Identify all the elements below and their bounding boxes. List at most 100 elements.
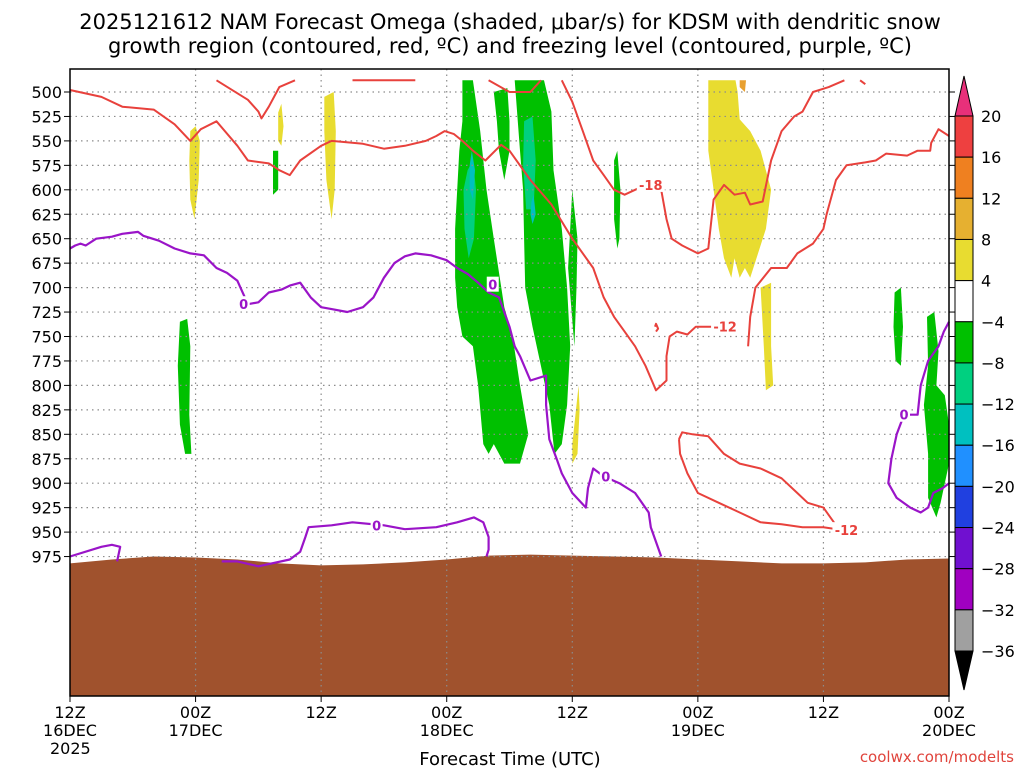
contour-label-3: 0 (239, 298, 248, 313)
freezing-contour-1 (69, 543, 122, 562)
dendritic-contour-m18-4 (215, 79, 296, 120)
contour-label-bg-1 (711, 318, 740, 334)
omega-shade-region-1 (278, 103, 284, 146)
dendritic-contour-m12-1 (747, 128, 950, 347)
colorbar-bottom-arrow (954, 650, 974, 691)
colorbar-box-11 (954, 568, 974, 611)
colorbar-box-9 (954, 485, 974, 529)
y-tick-label-775: 775 (31, 352, 62, 371)
colorbar-label-7: −12 (981, 395, 1015, 414)
colorbar-label-2: 12 (981, 189, 1001, 208)
y-tick-label-575: 575 (31, 156, 62, 175)
omega-shade-region-2 (324, 92, 336, 220)
colorbar-box-4 (954, 280, 974, 323)
x-axis-label: Forecast Time (UTC) (419, 749, 600, 768)
contour-label-0: -18 (639, 179, 663, 194)
plot-frame (69, 68, 950, 697)
colorbar-box-5 (954, 321, 974, 364)
omega-shade-region-14 (893, 287, 903, 366)
y-tick-label-550: 550 (31, 132, 62, 151)
x-tick-label-time-2: 12Z (305, 703, 336, 722)
freezing-contour-2 (221, 516, 490, 568)
omega-shade-region-4 (708, 80, 772, 278)
colorbar-label-11: −28 (981, 560, 1015, 579)
colorbar-label-3: 8 (981, 230, 991, 249)
omega-shade-region-8 (177, 318, 192, 454)
contour-label-bg-0 (636, 176, 665, 192)
y-tick-label-750: 750 (31, 328, 62, 347)
omega-shade-region-7 (273, 150, 279, 195)
colorbar-label-4: 4 (981, 272, 991, 291)
y-tick-label-850: 850 (31, 425, 62, 444)
x-tick-label-time-6: 12Z (808, 703, 839, 722)
contour-label-bg-3 (237, 296, 250, 312)
y-tick-label-900: 900 (31, 474, 62, 493)
contour-label-5: 0 (601, 470, 610, 485)
colorbar-label-6: −8 (981, 354, 1005, 373)
omega-shade-region-17 (523, 116, 536, 210)
contour-label-bg-2 (832, 522, 861, 538)
colorbar-label-0: 20 (981, 107, 1001, 126)
omega-shade-region-15 (923, 312, 949, 518)
y-tick-label-975: 975 (31, 548, 62, 567)
freezing-contour-0 (69, 230, 663, 557)
y-tick-label-725: 725 (31, 303, 62, 322)
colorbar-box-6 (954, 362, 974, 405)
dendritic-contour-m12-3 (654, 322, 660, 333)
y-tick-label-625: 625 (31, 205, 62, 224)
x-tick-label-time-3: 00Z (431, 703, 462, 722)
contour-label-7: 0 (899, 409, 908, 424)
x-tick-label-date-3: 18DEC (420, 721, 474, 740)
y-tick-label-800: 800 (31, 376, 62, 395)
colorbar-label-1: 16 (981, 148, 1001, 167)
x-tick-label-time-1: 00Z (180, 703, 211, 722)
y-tick-label-925: 925 (31, 499, 62, 518)
omega-shade-region-10 (493, 88, 510, 180)
omega-shade-region-19 (530, 194, 536, 224)
x-tick-label-time-0: 12Z (54, 703, 85, 722)
contour-label-4: 0 (488, 279, 497, 294)
x-tick-label-time-4: 12Z (557, 703, 588, 722)
dendritic-contour-m12-0 (69, 89, 713, 392)
colorbar-label-12: −32 (981, 601, 1015, 620)
x-tick-label-date-5: 19DEC (671, 721, 725, 740)
chart-title-line-2: growth region (contoured, red, ºC) and f… (108, 34, 912, 58)
colorbar-box-0 (954, 115, 974, 158)
x-tick-label-date-0: 16DEC (43, 721, 97, 740)
y-tick-label-950: 950 (31, 523, 62, 542)
y-tick-label-875: 875 (31, 450, 62, 469)
grid-layer (70, 69, 949, 696)
colorbar-label-8: −16 (981, 436, 1015, 455)
y-tick-label-825: 825 (31, 401, 62, 420)
omega-shade-region-0 (189, 126, 200, 220)
colorbar-box-2 (954, 197, 974, 240)
contour-label-bg-6 (370, 517, 383, 533)
surface-terrain-layer (70, 554, 949, 696)
contour-label-1: -12 (713, 321, 737, 336)
colorbar-label-5: −4 (981, 313, 1005, 332)
colorbar-label-9: −20 (981, 477, 1015, 496)
omega-shading-layer (177, 80, 949, 518)
colorbar-box-3 (954, 238, 974, 282)
colorbar-label-13: −36 (981, 642, 1015, 661)
dendritic-contour-m18-6 (488, 79, 542, 93)
freezing-contour-3 (887, 321, 950, 514)
year-label: 2025 (50, 739, 91, 758)
x-tick-label-time-7: 00Z (933, 703, 964, 722)
colorbar-box-8 (954, 444, 974, 487)
contour-label-6: 0 (372, 519, 381, 534)
x-tick-label-date-1: 17DEC (169, 721, 223, 740)
omega-shade-region-6 (739, 80, 746, 92)
omega-shade-region-18 (469, 150, 475, 200)
contour-label-bg-4 (486, 276, 499, 292)
omega-shade-region-3 (572, 385, 580, 464)
colorbar-box-7 (954, 403, 974, 446)
contour-label-bg-5 (599, 468, 612, 484)
colorbar-label-10: −24 (981, 519, 1015, 538)
omega-shade-region-13 (614, 150, 621, 249)
colorbar-box-10 (954, 527, 974, 570)
omega-shade-region-5 (760, 282, 774, 391)
dendritic-contour-m18-8 (660, 79, 845, 255)
